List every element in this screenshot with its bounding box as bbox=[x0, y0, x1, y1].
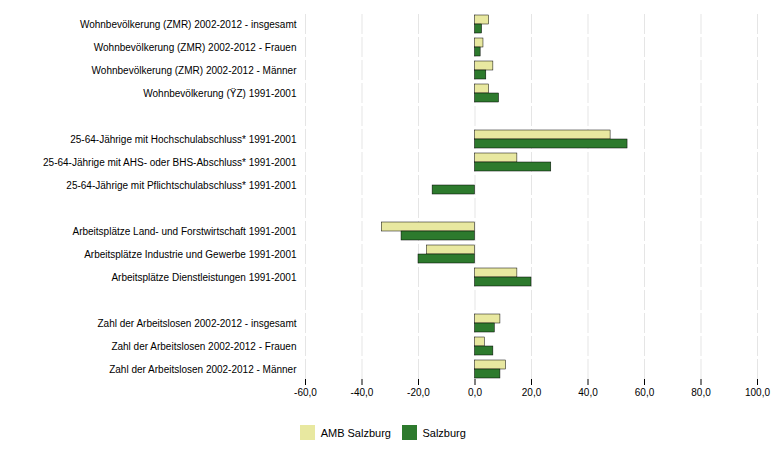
svg-text:Wohnbevölkerung (ZMR) 2002-201: Wohnbevölkerung (ZMR) 2002-2012 - Männer bbox=[92, 65, 298, 76]
svg-text:25-64-Jährige mit Pflichtschul: 25-64-Jährige mit Pflichtschulabschluss*… bbox=[66, 180, 297, 191]
svg-text:-40,0: -40,0 bbox=[351, 387, 374, 398]
svg-text:Arbeitsplätze Industrie und Ge: Arbeitsplätze Industrie und Gewerbe 1991… bbox=[84, 249, 297, 260]
svg-text:25-64-Jährige mit AHS- oder BH: 25-64-Jährige mit AHS- oder BHS-Abschlus… bbox=[43, 157, 297, 168]
svg-text:Arbeitsplätze Dienstleistungen: Arbeitsplätze Dienstleistungen 1991-2001 bbox=[111, 272, 297, 283]
svg-text:Arbeitsplätze Land- und Forstw: Arbeitsplätze Land- und Forstwirtschaft … bbox=[72, 226, 296, 237]
svg-text:Wohnbevölkerung (ŸZ) 1991-2001: Wohnbevölkerung (ŸZ) 1991-2001 bbox=[143, 88, 297, 99]
svg-text:100,0: 100,0 bbox=[745, 387, 770, 398]
svg-text:25-64-Jährige mit Hochschulabs: 25-64-Jährige mit Hochschulabschluss* 19… bbox=[70, 134, 297, 145]
svg-text:Wohnbevölkerung (ZMR) 2002-201: Wohnbevölkerung (ZMR) 2002-2012 - insges… bbox=[80, 19, 297, 30]
svg-text:20,0: 20,0 bbox=[522, 387, 542, 398]
html-text:Salzburg: Salzburg bbox=[422, 426, 466, 439]
svg-text:60,0: 60,0 bbox=[635, 387, 655, 398]
html-text:AMB Salzburg: AMB Salzburg bbox=[320, 426, 391, 439]
svg-text:0,0: 0,0 bbox=[468, 387, 482, 398]
svg-text:40,0: 40,0 bbox=[578, 387, 598, 398]
svg-text:Wohnbevölkerung (ZMR) 2002-201: Wohnbevölkerung (ZMR) 2002-2012 - Frauen bbox=[94, 42, 297, 53]
svg-text:80,0: 80,0 bbox=[691, 387, 711, 398]
svg-text:-20,0: -20,0 bbox=[407, 387, 430, 398]
svg-text:Zahl der Arbeitslosen 2002-201: Zahl der Arbeitslosen 2002-2012 - insges… bbox=[97, 318, 296, 329]
svg-text:Zahl der Arbeitslosen 2002-201: Zahl der Arbeitslosen 2002-2012 - Männer bbox=[109, 364, 297, 375]
svg-text:Zahl der Arbeitslosen 2002-201: Zahl der Arbeitslosen 2002-2012 - Frauen bbox=[111, 341, 296, 352]
svg-text:-60,0: -60,0 bbox=[294, 387, 317, 398]
